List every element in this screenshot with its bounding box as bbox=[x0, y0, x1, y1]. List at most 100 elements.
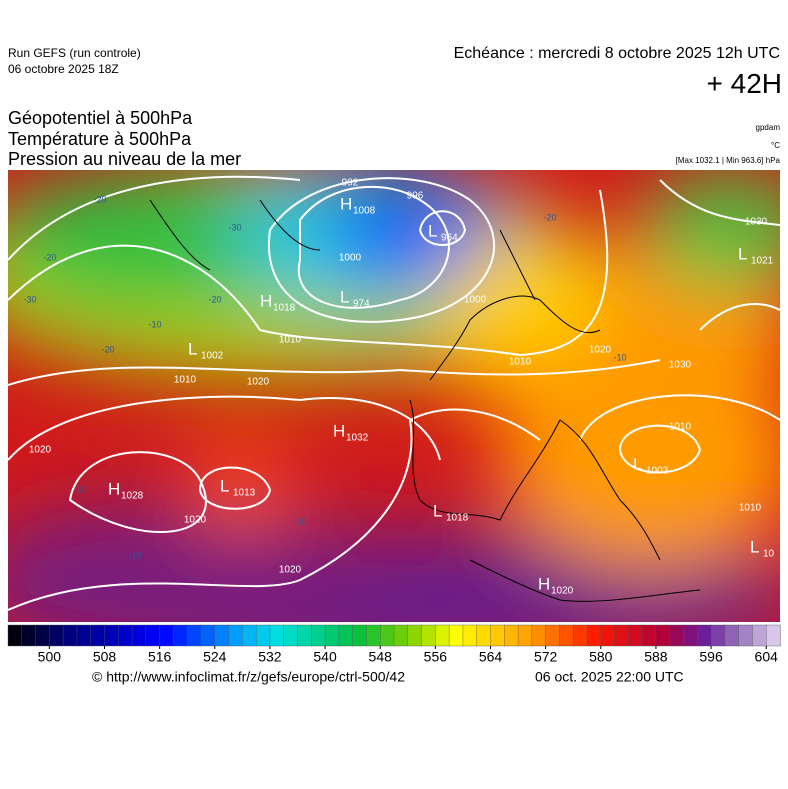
colorbar-swatch bbox=[173, 624, 188, 647]
center-value: 1021 bbox=[751, 256, 774, 267]
center-value: 1002 bbox=[201, 351, 224, 362]
colorbar-swatch bbox=[118, 624, 133, 647]
colorbar-tick-label: 564 bbox=[479, 649, 503, 665]
isobar-label: 1010 bbox=[174, 375, 197, 386]
colorbar-swatch bbox=[7, 624, 23, 647]
isobar-label: 1020 bbox=[247, 377, 270, 388]
colorbar-swatch bbox=[655, 624, 671, 647]
colorbar-swatch bbox=[228, 624, 244, 647]
center-letter: H bbox=[538, 574, 550, 593]
isobar-label: 1020 bbox=[279, 565, 302, 576]
colorbar-swatch bbox=[573, 624, 588, 647]
temperature-label: -20 bbox=[543, 212, 556, 222]
center-value: 1018 bbox=[273, 303, 296, 314]
center-value: 10 bbox=[763, 549, 775, 560]
colorbar-swatch bbox=[435, 624, 450, 647]
colorbar-swatch bbox=[269, 624, 285, 647]
colorbar-swatch bbox=[697, 624, 712, 647]
colorbar-swatch bbox=[159, 624, 175, 647]
temperature-label: -20 bbox=[101, 344, 114, 354]
temperature-label: -30 bbox=[23, 294, 36, 304]
isobar-label: 1000 bbox=[339, 253, 362, 264]
colorbar-tick-label: 596 bbox=[699, 649, 723, 665]
temperature-label: -10 bbox=[613, 352, 626, 362]
colorbar-swatch bbox=[710, 624, 726, 647]
isobar-label: 1000 bbox=[464, 295, 487, 306]
colorbar-swatch bbox=[366, 624, 381, 647]
run-date: 06 octobre 2025 18Z bbox=[8, 62, 119, 76]
colorbar-swatch bbox=[614, 624, 630, 647]
isobar-label: 1010 bbox=[669, 422, 692, 433]
colorbar-swatch bbox=[200, 624, 216, 647]
center-letter: H bbox=[340, 194, 352, 213]
center-letter: L bbox=[738, 244, 747, 263]
temperature-label: -10 bbox=[73, 484, 86, 494]
title: Géopotentiel à 500hPa bbox=[8, 108, 193, 128]
unit: [Max 1032.1 | Min 963.6] hPa bbox=[675, 156, 780, 165]
colorbar-swatch bbox=[628, 624, 643, 647]
colorbar-tick-label: 572 bbox=[534, 649, 558, 665]
colorbar-swatch bbox=[131, 624, 147, 647]
temperature-label: -20 bbox=[93, 194, 106, 204]
isobar-label: 1010 bbox=[509, 357, 532, 368]
colorbar-swatch bbox=[352, 624, 368, 647]
center-value: 1018 bbox=[446, 513, 469, 524]
colorbar-swatch bbox=[311, 624, 326, 647]
title: Pression au niveau de la mer bbox=[8, 149, 242, 169]
colorbar-swatch bbox=[669, 624, 685, 647]
isobar-label: 1020 bbox=[589, 345, 612, 356]
colorbar-swatch bbox=[407, 624, 423, 647]
colorbar-swatch bbox=[586, 624, 602, 647]
unit: gpdam bbox=[755, 123, 780, 132]
temperature-label: -20 bbox=[208, 294, 221, 304]
colorbar-swatch bbox=[187, 624, 202, 647]
coastlines bbox=[149, 199, 701, 602]
colorbar-swatch bbox=[49, 624, 64, 647]
isobar-label: 1010 bbox=[279, 335, 302, 346]
colorbar-swatch bbox=[462, 624, 478, 647]
colorbar-tick-label: 604 bbox=[755, 649, 779, 665]
colorbar-swatch bbox=[214, 624, 230, 647]
colorbar-swatch bbox=[255, 624, 271, 647]
run-label: Run GEFS (run controle) bbox=[8, 46, 141, 60]
colorbar-swatch bbox=[738, 624, 754, 647]
colorbar-swatch bbox=[104, 624, 119, 647]
colorbar-swatch bbox=[62, 624, 78, 647]
isobar-label: 1020 bbox=[29, 445, 52, 456]
colorbar-swatch bbox=[21, 624, 37, 647]
colorbar-tick-label: 580 bbox=[589, 649, 613, 665]
center-letter: L bbox=[750, 537, 759, 556]
colorbar-swatch bbox=[283, 624, 299, 647]
colorbar-swatch bbox=[393, 624, 409, 647]
colorbar-swatch bbox=[476, 624, 492, 647]
colorbar-swatch bbox=[531, 624, 547, 647]
colorbar-tick-label: 524 bbox=[203, 649, 227, 665]
colorbar-swatch bbox=[448, 624, 464, 647]
colorbar-swatch bbox=[600, 624, 616, 647]
valid-time: Echéance : mercredi 8 octobre 2025 12h U… bbox=[453, 45, 780, 62]
colorbar-swatch bbox=[683, 624, 698, 647]
colorbar-swatch bbox=[242, 624, 257, 647]
colorbar-tick-label: 516 bbox=[148, 649, 172, 665]
colorbar-tick-label: 588 bbox=[644, 649, 668, 665]
center-letter: H bbox=[108, 479, 120, 498]
center-value: 1032 bbox=[346, 433, 369, 444]
center-letter: L bbox=[433, 501, 442, 520]
temperature-label: -30 bbox=[228, 222, 241, 232]
temperature-label: -10 bbox=[293, 516, 306, 526]
colorbar-swatch bbox=[641, 624, 657, 647]
colorbar-swatch bbox=[338, 624, 354, 647]
colorbar-tick-label: 508 bbox=[93, 649, 117, 665]
isobar-label: 992 bbox=[342, 178, 359, 189]
center-value: 1013 bbox=[233, 488, 256, 499]
colorbar-swatch bbox=[559, 624, 574, 647]
center-value: 1028 bbox=[121, 491, 144, 502]
colorbar-swatch bbox=[752, 624, 767, 647]
isobar-label: 1030 bbox=[745, 217, 768, 228]
colorbar-swatch bbox=[145, 624, 161, 647]
colorbar-tick-label: 532 bbox=[258, 649, 282, 665]
unit: °C bbox=[771, 141, 780, 150]
isobar-label: 996 bbox=[407, 191, 424, 202]
lead-time: + 42H bbox=[706, 68, 783, 99]
